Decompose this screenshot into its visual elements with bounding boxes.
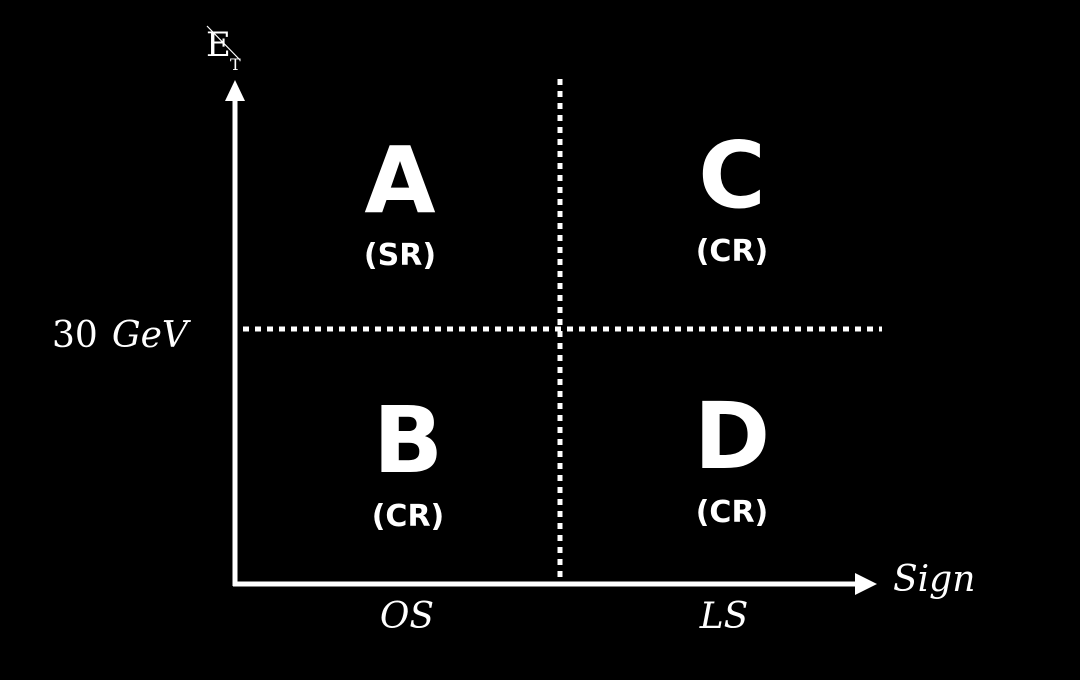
threshold-value: 30: [52, 315, 98, 356]
threshold-unit: GeV: [112, 315, 192, 356]
region-c: C (CR): [696, 122, 769, 269]
x-category-ls: LS: [699, 596, 749, 637]
y-axis-title-main: E: [206, 25, 231, 65]
region-d-letter: D: [694, 383, 770, 490]
threshold-label: 30 GeV: [52, 315, 192, 356]
region-a: A (SR): [364, 127, 436, 273]
x-category-os: OS: [380, 596, 434, 637]
y-axis-arrowhead: [225, 80, 245, 101]
region-d-tag: (CR): [696, 495, 769, 530]
y-axis-title-subscript: T: [230, 55, 241, 74]
region-a-letter: A: [364, 127, 435, 234]
region-d: D (CR): [694, 383, 770, 530]
x-axis-title: Sign: [893, 559, 975, 600]
region-b-tag: (CR): [372, 499, 445, 534]
region-c-letter: C: [698, 122, 766, 229]
region-a-tag: (SR): [364, 238, 436, 273]
region-c-tag: (CR): [696, 234, 769, 269]
missing-slash-mark: [206, 25, 241, 61]
region-b-letter: B: [373, 387, 443, 494]
region-b: B (CR): [372, 387, 445, 534]
x-axis-arrowhead: [855, 573, 877, 595]
y-axis-title: E T: [206, 25, 241, 74]
